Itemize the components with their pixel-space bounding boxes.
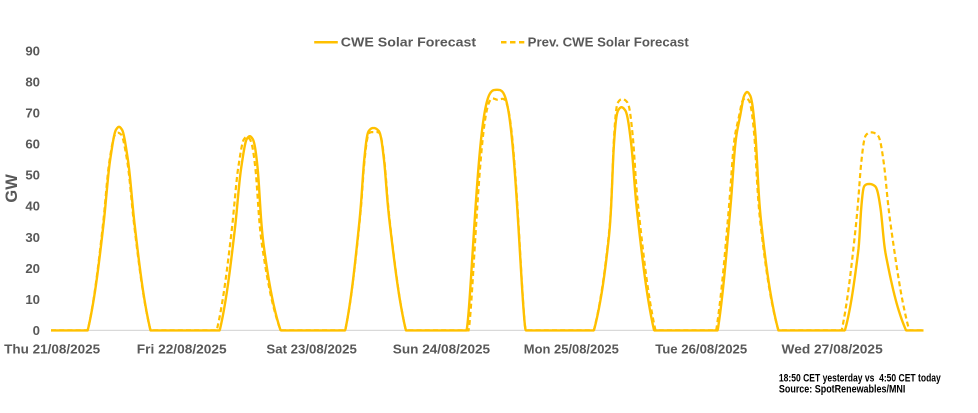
svg-text:Tue 26/08/2025: Tue 26/08/2025 [655, 341, 747, 356]
svg-text:10: 10 [25, 292, 40, 307]
svg-text:Wed 27/08/2025: Wed 27/08/2025 [782, 341, 883, 356]
svg-text:80: 80 [25, 74, 40, 89]
svg-text:Sat 23/08/2025: Sat 23/08/2025 [266, 341, 357, 356]
svg-text:70: 70 [25, 105, 40, 120]
svg-text:40: 40 [25, 199, 40, 214]
svg-text:0: 0 [33, 323, 40, 338]
svg-text:18:50 CET yesterday vs 4:50 C: 18:50 CET yesterday vs 4:50 CET today [779, 372, 942, 384]
svg-text:Mon 25/08/2025: Mon 25/08/2025 [524, 341, 619, 356]
svg-text:30: 30 [25, 230, 40, 245]
svg-text:90: 90 [25, 43, 40, 58]
svg-text:Prev. CWE Solar Forecast: Prev. CWE Solar Forecast [528, 36, 690, 50]
svg-text:Sun 24/08/2025: Sun 24/08/2025 [393, 341, 490, 356]
svg-text:60: 60 [25, 137, 40, 152]
svg-text:CWE Solar Forecast: CWE Solar Forecast [341, 36, 477, 50]
svg-text:GW: GW [3, 174, 21, 203]
svg-text:50: 50 [25, 168, 40, 183]
svg-text:20: 20 [25, 261, 40, 276]
svg-text:Source: SpotRenewables/MNI: Source: SpotRenewables/MNI [779, 383, 906, 395]
svg-text:Fri 22/08/2025: Fri 22/08/2025 [137, 341, 227, 356]
svg-text:Thu 21/08/2025: Thu 21/08/2025 [4, 341, 100, 356]
